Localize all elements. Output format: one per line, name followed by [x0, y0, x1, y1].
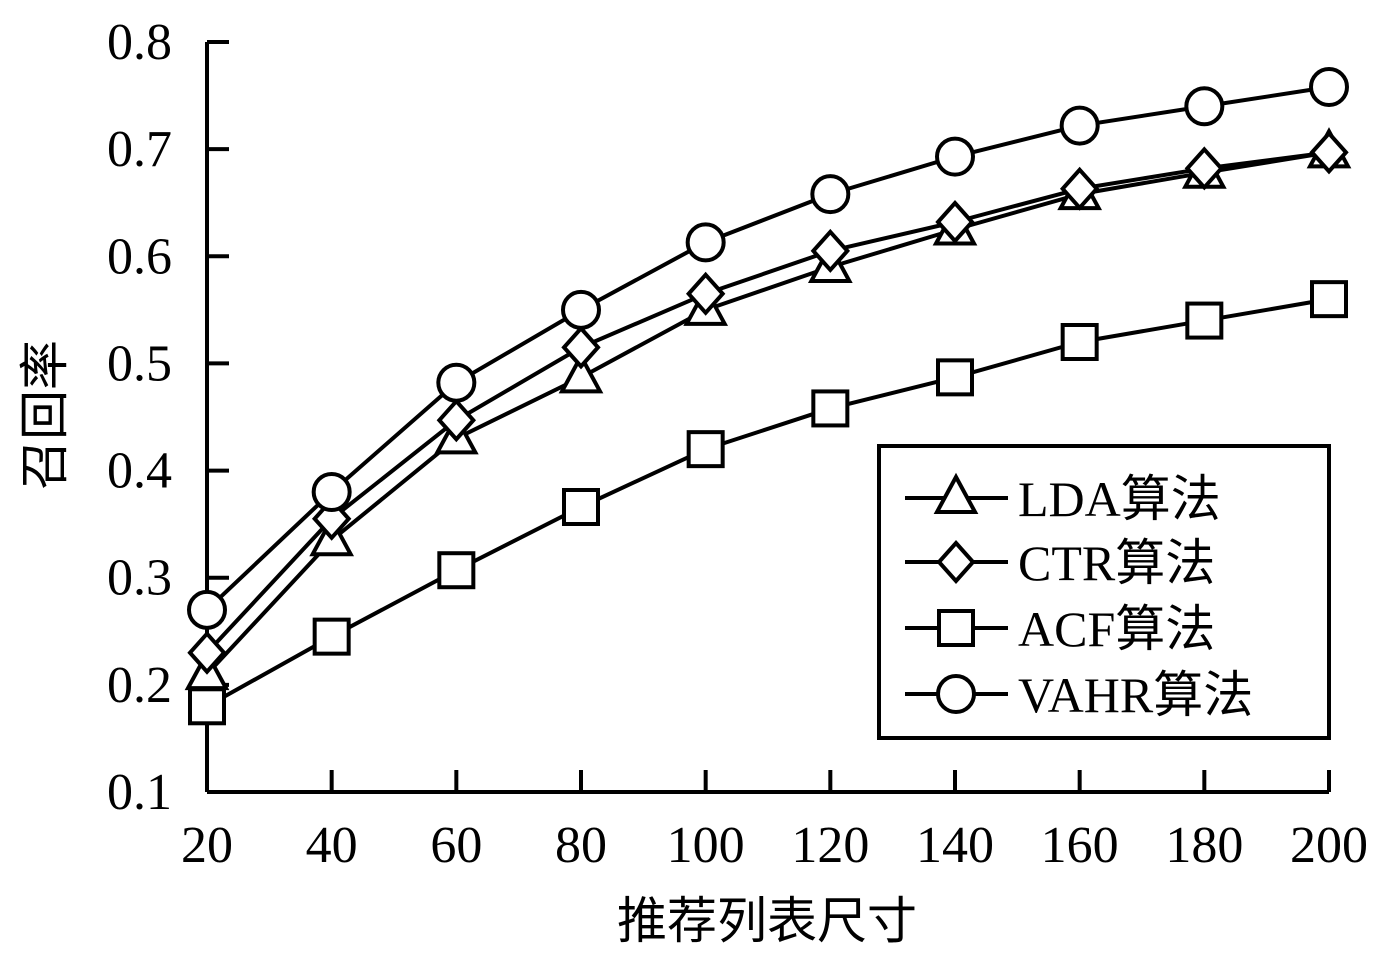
data-point — [561, 325, 601, 370]
x-tick-label: 40 — [306, 817, 358, 874]
x-tick-label: 60 — [430, 817, 482, 874]
data-point — [562, 488, 600, 526]
data-point — [1185, 301, 1224, 340]
data-point — [1309, 67, 1349, 107]
legend-item: VAHR算法 — [905, 667, 1253, 723]
y-tick-label: 0.2 — [107, 657, 172, 714]
legend-item: LDA算法 — [905, 471, 1221, 527]
data-point — [810, 174, 851, 215]
y-axis-title: 召回率 — [16, 340, 74, 490]
data-point — [561, 289, 601, 330]
y-tick-label: 0.3 — [107, 550, 172, 607]
legend-item: CTR算法 — [905, 535, 1215, 591]
data-point — [437, 551, 476, 590]
data-point — [935, 200, 975, 244]
data-point — [188, 687, 226, 726]
data-point — [1059, 105, 1100, 146]
x-tick-label: 160 — [1041, 817, 1119, 874]
data-point — [685, 271, 726, 316]
y-tick-label: 0.7 — [107, 121, 172, 178]
legend-marker — [933, 472, 979, 514]
legend-label: CTR算法 — [1018, 535, 1215, 591]
legend-marker — [937, 609, 975, 647]
data-point — [436, 362, 477, 403]
series-line — [205, 85, 1330, 612]
series-line — [205, 150, 1330, 655]
series-line — [205, 150, 1330, 676]
data-point — [1059, 166, 1100, 211]
x-axis: 20 40 60 80 100 120 140 160 180 200 — [181, 770, 1368, 874]
data-point — [187, 589, 227, 630]
series-line — [206, 297, 1330, 709]
data-point — [1310, 280, 1348, 319]
legend: LDA算法 CTR算法 ACF算法 VAHR算法 — [877, 444, 1331, 740]
data-point — [436, 398, 477, 443]
y-tick-label: 0.1 — [107, 764, 172, 821]
y-tick-label: 0.5 — [107, 335, 172, 392]
x-tick-label: 140 — [916, 817, 994, 874]
data-point — [1060, 323, 1099, 361]
legend-label: VAHR算法 — [1018, 667, 1253, 723]
y-tick-label: 0.6 — [107, 228, 172, 285]
data-point — [187, 630, 227, 675]
legend-marker — [936, 674, 976, 714]
series-diamond — [187, 130, 1349, 675]
series-circle — [187, 67, 1349, 630]
y-tick-label: 0.4 — [107, 443, 172, 500]
data-point — [936, 358, 974, 397]
data-point — [935, 136, 975, 177]
data-point — [312, 617, 351, 656]
series-layer — [184, 67, 1352, 726]
data-point — [1184, 146, 1225, 191]
data-point — [685, 222, 726, 263]
y-tick-label: 0.8 — [107, 14, 172, 71]
legend-label: LDA算法 — [1018, 471, 1221, 527]
x-axis-title: 推荐列表尺寸 — [617, 892, 917, 950]
legend-label: ACF算法 — [1018, 601, 1215, 657]
x-tick-label: 20 — [181, 817, 233, 874]
data-point — [686, 430, 725, 469]
x-tick-label: 180 — [1165, 817, 1243, 874]
x-tick-label: 120 — [791, 817, 869, 874]
data-point — [311, 472, 352, 512]
data-point — [810, 228, 851, 273]
series-square — [188, 280, 1348, 726]
data-point — [558, 352, 604, 394]
data-point — [811, 389, 850, 428]
y-axis: 0.1 0.2 0.3 0.4 0.5 0.6 0.7 0.8 — [107, 14, 229, 821]
x-tick-label: 200 — [1290, 817, 1368, 874]
data-point — [1184, 86, 1225, 127]
legend-marker — [936, 540, 976, 584]
data-point — [1309, 130, 1349, 175]
legend-item: ACF算法 — [905, 601, 1215, 657]
x-tick-label: 100 — [667, 817, 745, 874]
x-tick-label: 80 — [555, 817, 607, 874]
